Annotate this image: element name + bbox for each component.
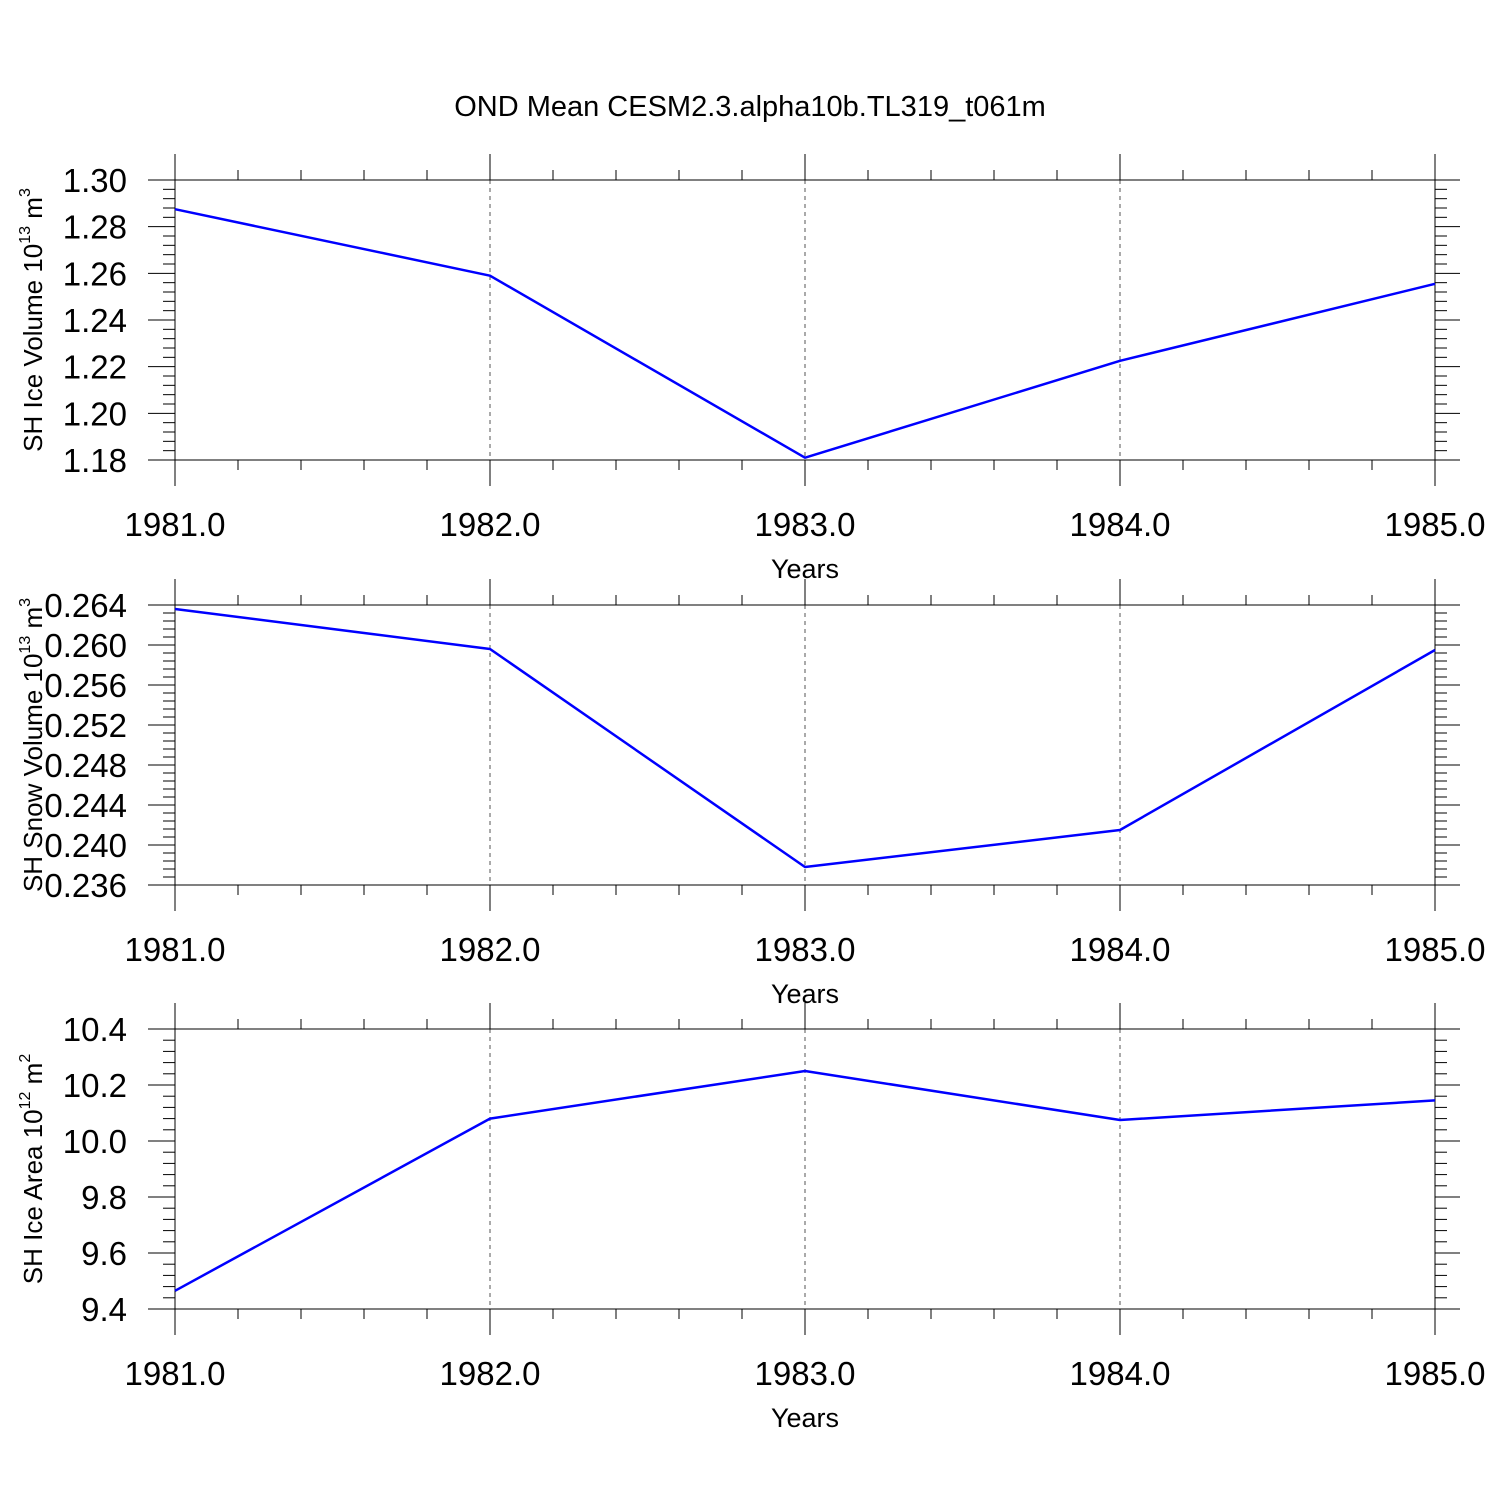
y-axis-label: SH Ice Volume 1013 m3 <box>17 188 48 452</box>
x-tick-label: 1981.0 <box>125 1355 226 1392</box>
x-tick-label: 1984.0 <box>1070 506 1171 543</box>
x-tick-label: 1985.0 <box>1385 931 1486 968</box>
y-tick-label: 1.22 <box>63 349 127 386</box>
y-axis-label: SH Snow Volume 1013 m3 <box>17 598 48 892</box>
y-tick-label: 10.4 <box>63 1011 127 1048</box>
panels: 1981.0 1982.0 1983.0 1984.0 1985.0 1.18 1.20 1.… <box>17 154 1485 1433</box>
x-tick-label: 1982.0 <box>440 1355 541 1392</box>
y-tick-label: 1.18 <box>63 442 127 479</box>
panel-3: 1981.0 1982.0 1983.0 1984.0 1985.0 9.4 9.6 9.8 1… <box>17 1003 1485 1433</box>
x-tick-label: 1983.0 <box>755 931 856 968</box>
y-tick-label: 10.2 <box>63 1067 127 1104</box>
y-tick-label: 0.240 <box>44 827 127 864</box>
x-tick-label: 1984.0 <box>1070 931 1171 968</box>
x-tick-label: 1982.0 <box>440 506 541 543</box>
y-tick-label: 9.6 <box>81 1235 127 1272</box>
figure-title: OND Mean CESM2.3.alpha10b.TL319_t061m <box>454 91 1046 123</box>
x-tick-label: 1983.0 <box>755 1355 856 1392</box>
y-tick-label: 10.0 <box>63 1123 127 1160</box>
y-tick-label: 1.26 <box>63 255 127 292</box>
y-tick-label: 1.20 <box>63 395 127 432</box>
y-tick-label: 0.256 <box>44 667 127 704</box>
x-tick-label: 1985.0 <box>1385 1355 1486 1392</box>
y-tick-label: 1.28 <box>63 209 127 246</box>
x-tick-label: 1982.0 <box>440 931 541 968</box>
y-tick-label: 1.30 <box>63 162 127 199</box>
y-tick-label: 0.260 <box>44 627 127 664</box>
y-tick-label: 0.248 <box>44 747 127 784</box>
panel-2: 1981.0 1982.0 1983.0 1984.0 1985.0 0.2360.240… <box>17 579 1485 1009</box>
y-tick-label: 0.236 <box>44 867 127 904</box>
y-tick-label: 9.4 <box>81 1291 127 1328</box>
x-tick-label: 1981.0 <box>125 931 226 968</box>
y-tick-label: 1.24 <box>63 302 127 339</box>
x-tick-label: 1985.0 <box>1385 506 1486 543</box>
x-tick-label: 1983.0 <box>755 506 856 543</box>
x-tick-label: 1984.0 <box>1070 1355 1171 1392</box>
y-tick-label: 0.252 <box>44 707 127 744</box>
y-tick-label: 0.244 <box>44 787 127 824</box>
y-tick-label: 9.8 <box>81 1179 127 1216</box>
y-tick-label: 0.264 <box>44 587 127 624</box>
y-axis-label: SH Ice Area 1012 m2 <box>17 1054 48 1285</box>
panel-1: 1981.0 1982.0 1983.0 1984.0 1985.0 1.18 1.20 1.… <box>17 154 1485 584</box>
x-tick-label: 1981.0 <box>125 506 226 543</box>
x-axis-label: Years <box>771 1403 839 1433</box>
